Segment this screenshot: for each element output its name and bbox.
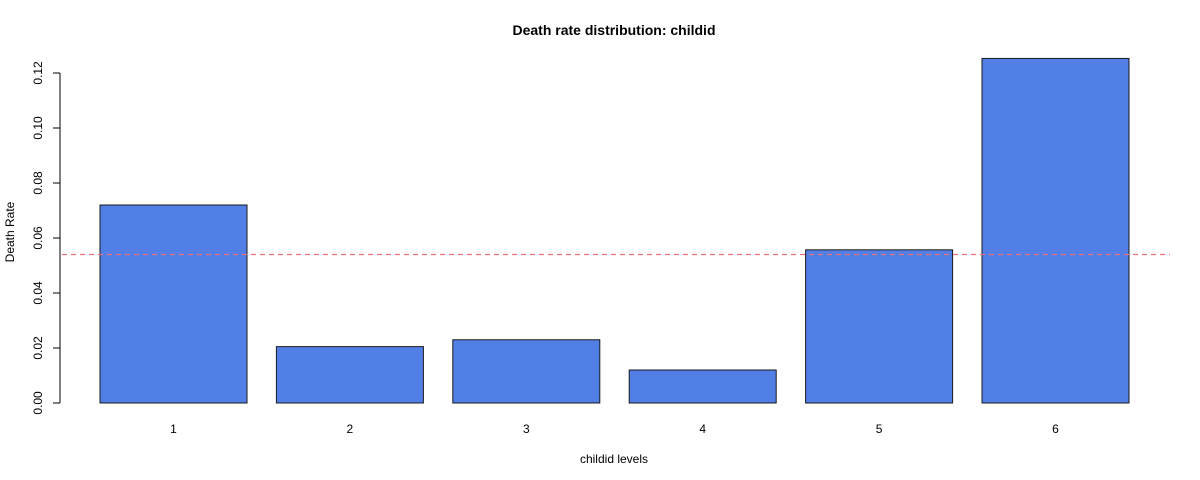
y-tick-label: 0.12 <box>31 61 45 85</box>
x-axis-tick-labels: 1 2 3 4 5 6 <box>170 422 1059 436</box>
x-tick-label: 2 <box>347 422 354 436</box>
chart-title: Death rate distribution: childid <box>512 22 715 38</box>
y-tick-label: 0.00 <box>31 391 45 415</box>
x-tick-label: 3 <box>523 422 530 436</box>
x-axis-label: childid levels <box>580 452 648 466</box>
bar <box>981 57 1130 404</box>
bar <box>452 339 601 404</box>
x-tick-label: 1 <box>170 422 177 436</box>
y-tick-label: 0.06 <box>31 226 45 250</box>
x-tick-label: 4 <box>699 422 706 436</box>
x-tick-label: 6 <box>1052 422 1059 436</box>
bars <box>99 57 1130 404</box>
y-tick-label: 0.04 <box>31 281 45 305</box>
bar <box>99 204 248 404</box>
x-tick-label: 5 <box>876 422 883 436</box>
bar <box>275 346 424 404</box>
y-tick-label: 0.08 <box>31 171 45 195</box>
bar <box>805 249 954 404</box>
bar <box>628 369 777 404</box>
y-axis: 0.00 0.02 0.04 0.06 0.08 0.10 0.12 <box>31 61 61 415</box>
y-tick-label: 0.10 <box>31 116 45 140</box>
y-tick-label: 0.02 <box>31 336 45 360</box>
y-axis-label: Death Rate <box>3 201 17 262</box>
